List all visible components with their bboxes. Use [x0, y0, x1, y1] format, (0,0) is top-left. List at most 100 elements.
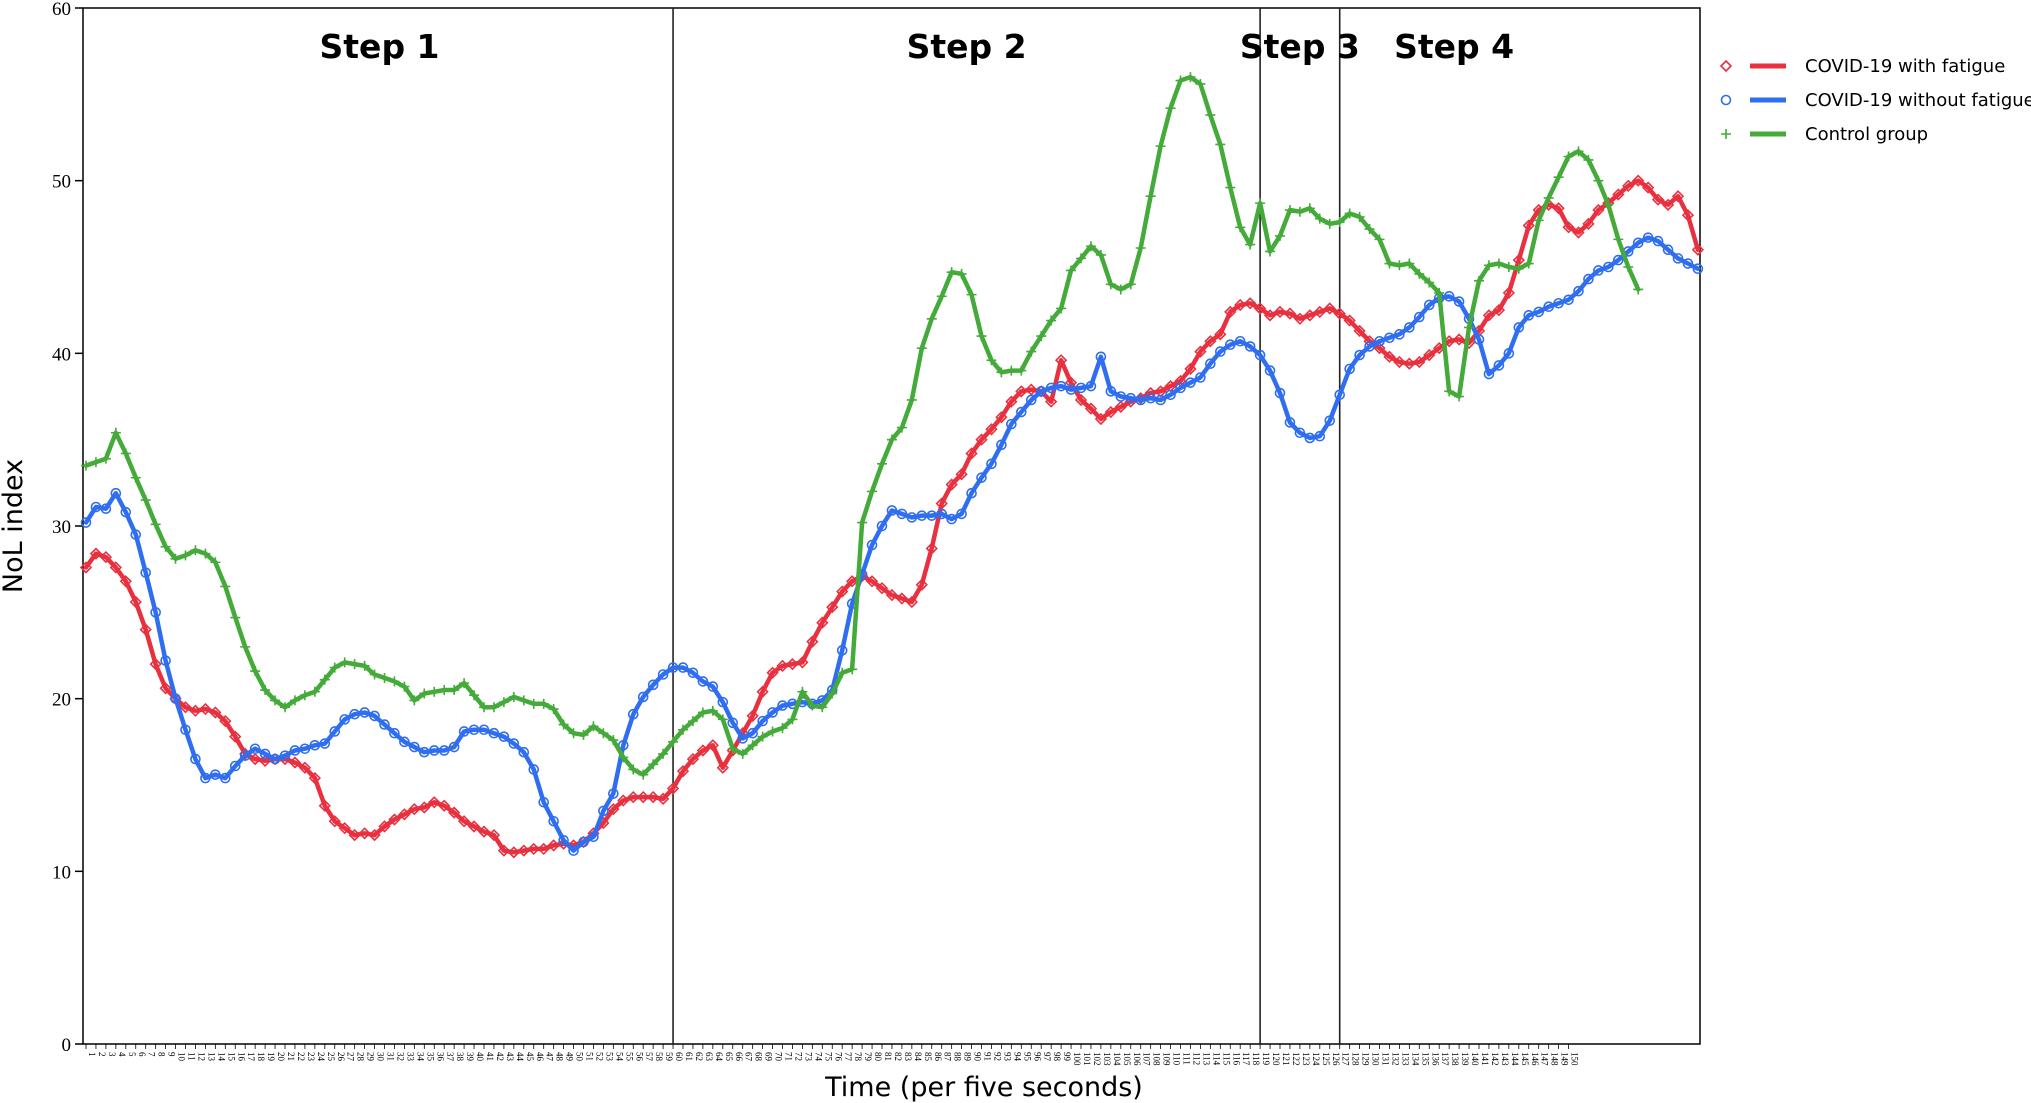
x-tick-label: 149 — [1560, 1052, 1570, 1066]
data-point-marker — [1035, 386, 1047, 397]
data-point-marker — [399, 681, 410, 692]
data-point-marker — [1284, 205, 1295, 216]
data-point-marker — [1273, 305, 1287, 319]
data-point-marker — [1393, 355, 1406, 369]
data-point-marker — [220, 581, 231, 592]
data-point-marker — [847, 664, 858, 675]
data-point-marker — [965, 447, 978, 460]
data-point-marker — [817, 702, 828, 713]
data-point-marker — [716, 761, 729, 774]
data-point-marker — [90, 501, 102, 513]
x-tick-label: 16 — [236, 1052, 246, 1062]
data-point-marker — [409, 695, 420, 706]
data-point-marker — [517, 844, 530, 857]
data-point-marker — [119, 575, 132, 588]
data-point-marker — [528, 764, 540, 775]
x-tick-label: 117 — [1241, 1052, 1251, 1066]
x-tick-label: 98 — [1052, 1052, 1062, 1062]
data-point-marker — [149, 658, 162, 671]
data-point-marker — [468, 724, 480, 736]
data-point-marker — [1095, 351, 1107, 363]
data-point-marker — [1283, 307, 1297, 320]
data-point-marker — [1483, 368, 1495, 380]
data-point-marker — [1036, 331, 1047, 342]
x-tick-label: 60 — [674, 1052, 684, 1062]
data-point-marker — [1543, 192, 1554, 203]
data-point-marker — [389, 676, 400, 687]
data-point-marker — [80, 517, 92, 528]
x-tick-label: 133 — [1400, 1052, 1410, 1066]
data-point-marker — [1632, 174, 1645, 187]
data-point-marker — [966, 487, 977, 499]
x-tick-label: 48 — [555, 1052, 565, 1062]
x-tick-label: 40 — [475, 1052, 485, 1062]
data-point-marker — [140, 567, 151, 578]
data-point-marker — [288, 756, 302, 769]
x-tick-label: 119 — [1261, 1052, 1271, 1066]
data-point-marker — [1423, 299, 1435, 311]
x-tick-label: 72 — [793, 1052, 803, 1061]
data-point-marker — [1492, 304, 1506, 317]
data-point-marker — [110, 427, 121, 438]
data-point-marker — [916, 343, 927, 354]
data-point-marker — [1104, 405, 1117, 419]
data-point-marker — [210, 769, 221, 780]
data-point-marker — [875, 582, 889, 595]
data-point-marker — [477, 825, 491, 838]
data-point-marker — [776, 659, 789, 672]
data-point-marker — [1672, 253, 1684, 264]
data-point-marker — [528, 698, 539, 709]
data-point-marker — [1274, 387, 1286, 399]
data-point-marker — [319, 674, 330, 685]
data-point-marker — [240, 641, 251, 652]
data-point-marker — [1056, 303, 1067, 314]
x-tick-label: 110 — [1172, 1052, 1182, 1066]
data-point-marker — [1642, 232, 1654, 243]
x-tick-label: 10 — [177, 1052, 187, 1062]
data-point-marker — [1719, 59, 1733, 73]
data-point-marker — [1025, 394, 1037, 406]
data-point-marker — [249, 743, 261, 755]
data-point-marker — [1205, 110, 1216, 121]
data-point-marker — [389, 727, 400, 739]
data-point-marker — [786, 658, 799, 671]
legend: COVID-19 with fatigue COVID-19 without fa… — [1719, 56, 2031, 145]
x-tick-label: 54 — [614, 1052, 624, 1062]
data-point-marker — [916, 510, 928, 521]
data-point-marker — [895, 592, 909, 605]
data-point-marker — [608, 735, 619, 746]
data-point-marker — [1253, 302, 1267, 315]
data-point-marker — [906, 394, 917, 405]
data-point-marker — [896, 422, 907, 433]
data-point-marker — [1613, 234, 1624, 245]
data-point-marker — [1522, 219, 1535, 232]
data-point-marker — [607, 803, 620, 816]
data-point-marker — [199, 702, 212, 716]
x-tick-label: 89 — [963, 1052, 973, 1062]
data-point-marker — [1164, 380, 1177, 393]
x-tick-label: 68 — [754, 1052, 764, 1062]
x-tick-label: 69 — [764, 1052, 774, 1062]
data-point-marker — [697, 676, 709, 687]
x-tick-label: 90 — [973, 1052, 983, 1062]
data-point-marker — [608, 788, 619, 799]
data-point-marker — [926, 313, 937, 324]
data-point-marker — [658, 748, 669, 759]
data-point-marker — [1165, 103, 1176, 114]
data-point-marker — [1145, 191, 1156, 202]
data-point-marker — [1453, 296, 1465, 307]
data-point-marker — [298, 761, 312, 774]
data-point-marker — [1314, 430, 1326, 442]
data-point-marker — [877, 458, 887, 469]
data-point-marker — [1323, 302, 1336, 315]
data-point-marker — [1671, 190, 1685, 203]
data-point-marker — [1384, 332, 1395, 344]
data-point-marker — [1443, 291, 1455, 302]
x-tick-label: 50 — [575, 1052, 585, 1062]
data-point-marker — [588, 721, 599, 732]
x-tick-label: 3 — [107, 1052, 117, 1057]
data-point-marker — [488, 702, 499, 713]
data-point-marker — [269, 753, 281, 765]
x-tick-label: 43 — [505, 1052, 515, 1062]
data-point-marker — [876, 520, 888, 532]
